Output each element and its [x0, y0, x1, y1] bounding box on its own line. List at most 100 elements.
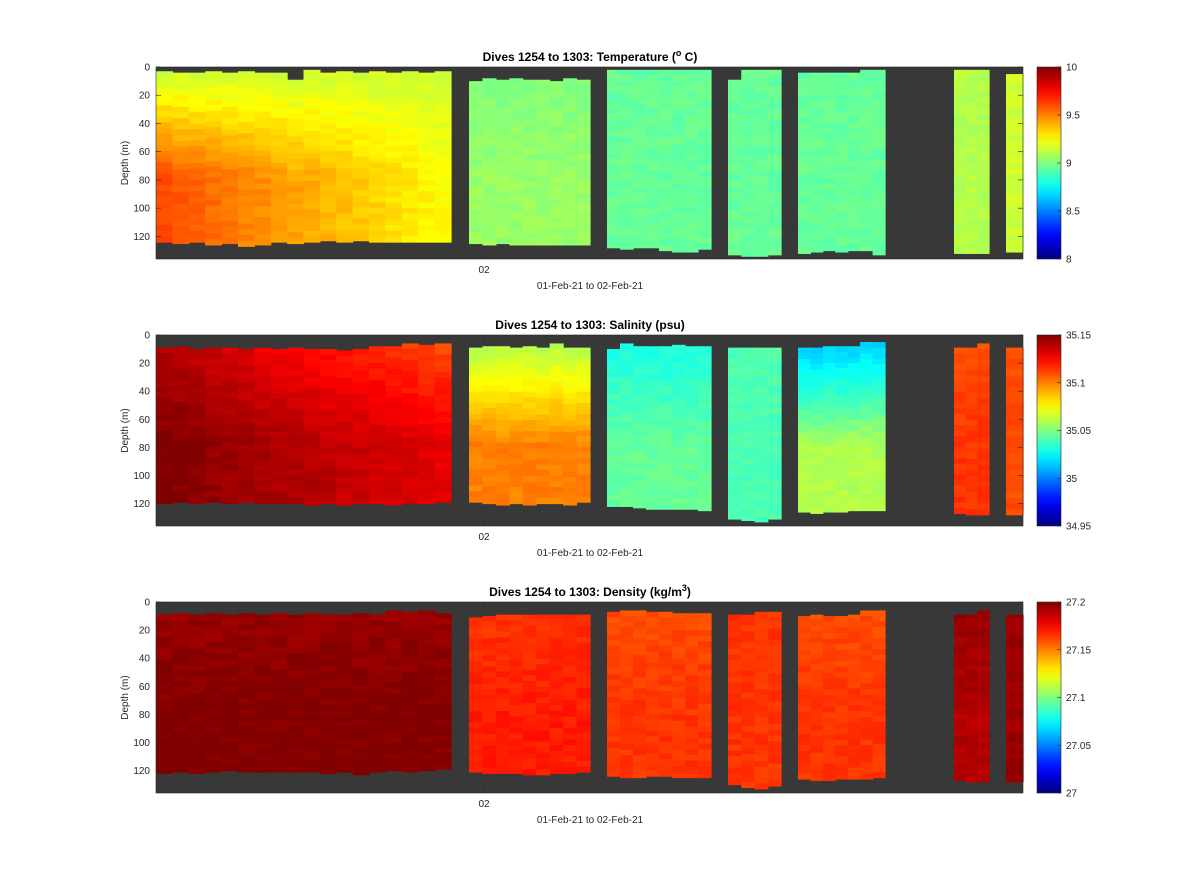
data-cell [221, 106, 239, 114]
data-cell [659, 109, 673, 116]
data-cell [860, 717, 874, 724]
data-cell [495, 136, 510, 143]
data-cell [835, 655, 849, 662]
data-cell [576, 85, 591, 92]
data-cell [495, 654, 510, 661]
data-cell [754, 437, 769, 444]
data-cell [188, 78, 206, 85]
data-cell [303, 647, 321, 654]
data-cell [754, 98, 769, 105]
data-cell [418, 441, 436, 448]
data-cell [698, 664, 712, 671]
data-cell [385, 196, 403, 204]
data-cell [287, 715, 305, 722]
data-cell [646, 208, 660, 215]
data-cell [633, 446, 647, 453]
data-cell [254, 687, 272, 694]
data-cell [607, 399, 621, 406]
data-cell [822, 94, 836, 102]
data-cell [172, 396, 190, 403]
data-cell [563, 161, 578, 168]
data-cell [633, 671, 647, 678]
data-cell [522, 233, 537, 240]
data-cell [434, 680, 452, 687]
data-cell [977, 459, 990, 466]
data-cell [469, 193, 484, 200]
data-cell [1006, 375, 1024, 382]
data-cell [536, 464, 551, 471]
data-cell [401, 661, 419, 668]
data-cell [576, 435, 591, 443]
data-cell [954, 725, 967, 732]
data-cell [352, 382, 370, 389]
data-cell [319, 453, 337, 460]
data-cell [270, 354, 288, 361]
data-cell [954, 719, 967, 726]
data-cell [434, 173, 452, 181]
data-cell [633, 385, 647, 392]
data-cell [172, 749, 190, 756]
data-cell [741, 216, 756, 223]
data-cell [860, 216, 874, 223]
data-cell [646, 385, 660, 392]
data-cell [336, 219, 354, 226]
data-cell [369, 179, 387, 186]
data-cell [847, 453, 861, 461]
data-cell [633, 610, 647, 617]
data-cell [482, 469, 497, 477]
data-cell [698, 624, 712, 631]
data-cell [536, 425, 551, 432]
data-cell [1006, 620, 1024, 627]
data-cell [254, 83, 272, 90]
data-cell [954, 686, 967, 693]
data-cell [563, 488, 578, 495]
data-cell [847, 465, 861, 472]
data-cell [418, 753, 436, 761]
data-cell [728, 386, 742, 393]
data-cell [469, 413, 484, 420]
data-cell [319, 762, 337, 769]
data-cell [482, 385, 497, 392]
data-cell [303, 669, 321, 677]
data-cell [798, 185, 812, 192]
data-cell [418, 615, 436, 623]
data-cell [607, 92, 621, 99]
data-cell [188, 705, 206, 712]
data-cell [482, 368, 497, 375]
data-cell [576, 187, 591, 195]
data-cell [576, 165, 591, 172]
data-cell [741, 514, 756, 521]
data-cell [872, 693, 886, 701]
data-cell [336, 488, 354, 495]
data-cell [188, 349, 206, 356]
data-cell [522, 91, 537, 98]
data-cell [646, 92, 660, 99]
data-cell [205, 205, 223, 212]
data-cell [741, 194, 756, 201]
data-cell [156, 453, 173, 460]
data-cell [369, 374, 387, 381]
data-cell [872, 137, 886, 144]
data-cell [482, 379, 497, 387]
data-cell [728, 425, 742, 432]
data-cell [336, 704, 354, 711]
data-cell [1006, 442, 1024, 449]
data-cell [607, 175, 621, 182]
data-cell [872, 159, 886, 166]
data-cell [385, 487, 403, 495]
data-cell [385, 737, 403, 744]
data-cell [576, 665, 591, 672]
data-cell [287, 392, 305, 399]
data-cell [369, 687, 387, 694]
data-cell [822, 706, 836, 713]
data-cell [254, 755, 272, 762]
data-cell [509, 133, 524, 140]
data-cell [620, 450, 634, 457]
data-cell [156, 716, 173, 723]
data-cell [205, 216, 223, 224]
data-cell [549, 464, 564, 471]
data-cell [741, 509, 756, 516]
data-cell [728, 716, 742, 723]
data-cell [767, 170, 782, 177]
data-cell [254, 420, 272, 427]
